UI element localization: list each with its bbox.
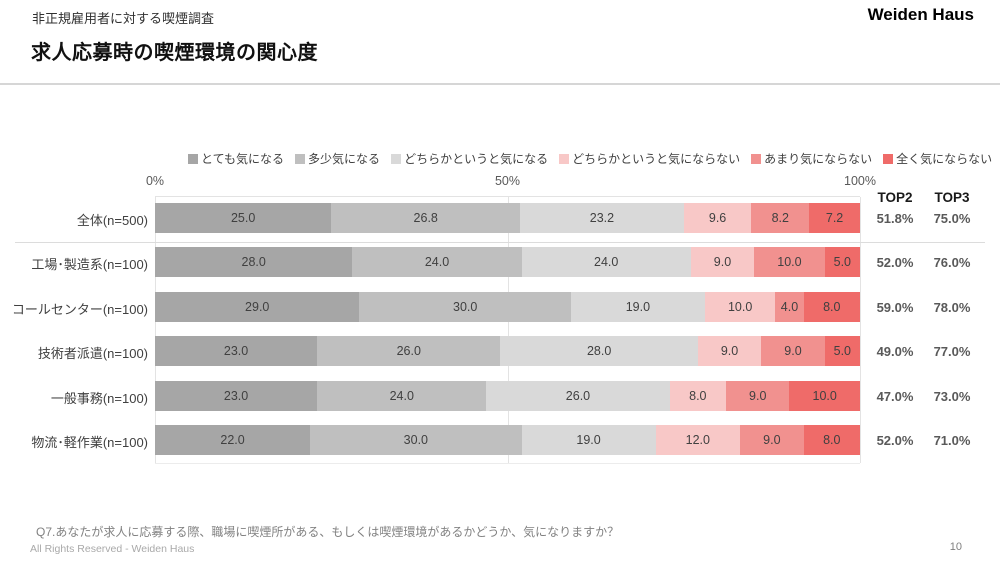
brand-logo: Weiden Haus [867, 5, 974, 24]
bar-segment: 12.0 [655, 425, 741, 455]
bar-segment: 9.0 [690, 247, 755, 278]
top3-value: 76.0% [933, 255, 971, 271]
legend-swatch-icon [559, 153, 570, 164]
legend-label: 多少気になる [308, 152, 381, 166]
bar-segment: 10.0 [704, 291, 776, 322]
row-label: コールセンター(n=100) [11, 301, 148, 317]
legend-label: あまり気にならない [764, 152, 873, 166]
bar-segment: 23.0 [155, 336, 318, 367]
bar-segment: 26.0 [486, 380, 670, 411]
bar-segment: 9.0 [761, 336, 825, 367]
report-subtitle: 非正規雇用者に対する喫煙調査 [32, 11, 215, 26]
top2-value: 59.0% [876, 299, 914, 315]
chart-legend: とても気になる 多少気になる どちらかというと気になる どちらかというと気にならない あ… [188, 150, 992, 167]
stacked-bar: 23.0 24.0 26.0 8.0 9.0 10.0 [155, 380, 860, 411]
gridline [507, 197, 509, 463]
bar-segment: 26.8 [331, 203, 521, 233]
row-label: 全体(n=500) [76, 213, 148, 228]
axis-tick-0: 0% [145, 174, 165, 188]
bar-segment: 29.0 [155, 291, 360, 322]
legend-swatch-icon [391, 153, 402, 164]
legend-item-0: とても気になる [188, 150, 284, 167]
top3-value: 75.0% [933, 211, 971, 226]
top2-value: 52.0% [876, 255, 914, 271]
bar-segment: 23.2 [520, 203, 684, 233]
legend-swatch-icon [751, 153, 762, 164]
bar-segment: 28.0 [155, 247, 353, 278]
stacked-bar: 28.0 24.0 24.0 9.0 10.0 5.0 [155, 247, 860, 278]
top3-value: 77.0% [933, 344, 971, 360]
bar-segment: 7.2 [809, 203, 860, 233]
bar-segment: 23.0 [155, 380, 318, 411]
bar-segment: 5.0 [824, 336, 860, 367]
top3-value: 73.0% [933, 388, 971, 404]
bar-segment: 8.0 [803, 291, 860, 322]
gridline [155, 197, 156, 463]
legend-item-5: 全く気にならない [883, 150, 992, 167]
row-label: 技術者派遣(n=100) [37, 346, 148, 362]
top2-value: 52.0% [876, 433, 914, 448]
bar-segment: 10.0 [789, 380, 860, 411]
top2-value: 49.0% [876, 344, 914, 360]
bar-segment: 28.0 [500, 336, 698, 367]
bar-segment: 8.0 [803, 425, 860, 455]
header-divider [0, 83, 1000, 85]
bar-segment: 25.0 [155, 203, 332, 233]
bar-segment: 4.0 [775, 291, 804, 322]
survey-question: Q7.あなたが求人に応募する際、職場に喫煙所がある、もしくは喫煙環境があるかどう… [36, 525, 620, 539]
axis-tick-2: 100% [844, 174, 876, 188]
row-label: 工場･製造系(n=100) [31, 257, 148, 273]
row-label: 物流･軽作業(n=100) [31, 435, 148, 450]
bar-segment: 5.0 [824, 247, 860, 278]
bar-segment: 24.0 [317, 380, 487, 411]
stacked-bar: 29.0 30.0 19.0 10.0 4.0 8.0 [155, 291, 860, 322]
bar-segment: 9.0 [740, 425, 804, 455]
bar-segment: 30.0 [359, 291, 571, 322]
bar-segment: 22.0 [155, 425, 311, 455]
bar-segment: 30.0 [310, 425, 522, 455]
page-number: 10 [949, 541, 962, 553]
top2-value: 51.8% [876, 211, 914, 226]
total-row-separator [15, 242, 985, 243]
legend-swatch-icon [188, 153, 198, 164]
bar-segment: 24.0 [521, 247, 691, 278]
legend-item-4: あまり気にならない [751, 150, 872, 167]
legend-item-2: どちらかというと気になる [391, 150, 548, 167]
legend-swatch-icon [883, 153, 894, 164]
gridline [860, 197, 861, 463]
page-title: 求人応募時の喫煙環境の関心度 [31, 42, 318, 64]
top3-value: 71.0% [933, 433, 971, 448]
bar-segment: 19.0 [570, 291, 705, 322]
top3-column-header: TOP3 [934, 190, 970, 205]
bar-segment: 19.0 [521, 425, 656, 455]
bar-segment: 9.0 [697, 336, 762, 367]
top2-value: 47.0% [876, 388, 914, 404]
bar-segment: 24.0 [352, 247, 522, 278]
top3-value: 78.0% [933, 299, 971, 315]
bar-segment: 8.2 [751, 203, 810, 233]
bar-segment: 8.0 [669, 380, 727, 411]
legend-item-3: どちらかというと気にならない [559, 150, 740, 167]
axis-tick-1: 50% [494, 174, 521, 188]
bar-segment: 9.0 [726, 380, 790, 411]
copyright-text: All Rights Reserved - Weiden Haus [30, 543, 195, 555]
plot-area [155, 196, 861, 464]
legend-label: 全く気にならない [896, 152, 993, 166]
top2-column-header: TOP2 [877, 190, 913, 205]
legend-label: とても気になる [201, 152, 285, 166]
bar-segment: 26.0 [317, 336, 501, 367]
stacked-bar: 23.0 26.0 28.0 9.0 9.0 5.0 [155, 336, 860, 367]
legend-label: どちらかというと気になる [404, 152, 549, 166]
legend-item-1: 多少気になる [295, 150, 380, 167]
stacked-bar: 22.0 30.0 19.0 12.0 9.0 8.0 [155, 425, 860, 455]
legend-label: どちらかというと気にならない [572, 152, 741, 166]
legend-swatch-icon [295, 153, 306, 164]
bar-segment: 9.6 [683, 203, 752, 233]
stacked-bar: 25.0 26.8 23.2 9.6 8.2 7.2 [155, 203, 860, 233]
bar-segment: 10.0 [754, 247, 825, 278]
row-label: 一般事務(n=100) [50, 390, 148, 406]
